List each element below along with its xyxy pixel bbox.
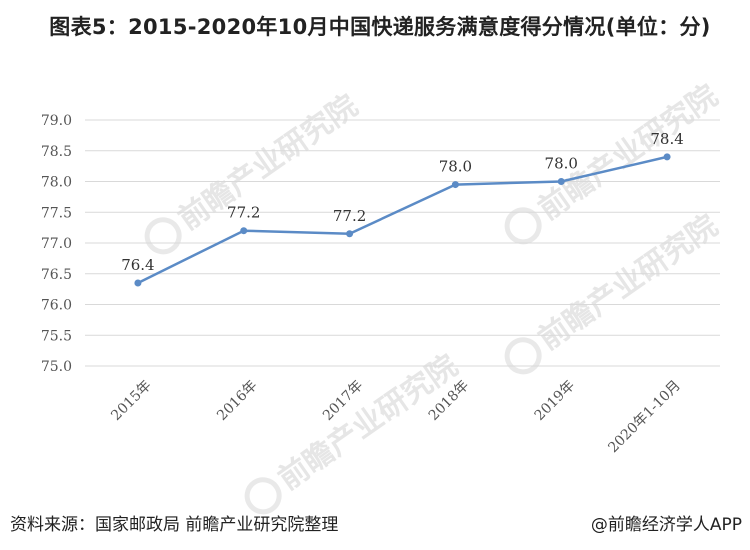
watermark-logo — [504, 337, 542, 375]
data-label: 78.0 — [439, 158, 472, 176]
data-label: 77.2 — [333, 207, 366, 225]
data-labels: 76.4 77.2 77.2 78.0 78.0 78.4 — [121, 130, 684, 274]
gridlines — [85, 119, 720, 367]
watermark-logo — [144, 217, 182, 255]
data-label: 76.4 — [121, 256, 154, 274]
data-point — [451, 181, 459, 189]
y-tick-label: 79.0 — [41, 113, 72, 129]
watermark-text: 前瞻产业研究院 — [532, 78, 724, 227]
watermark: 前瞻产业研究院 — [504, 208, 724, 375]
data-point — [663, 153, 671, 161]
y-tick-label: 77.0 — [41, 236, 72, 252]
data-point — [346, 230, 354, 238]
y-tick-label: 75.5 — [41, 328, 72, 344]
y-axis-ticks: 75.0 75.5 76.0 76.5 77.0 77.5 78.0 78.5 79.0 — [41, 113, 72, 375]
credit-note: @前瞻经济学人APP — [590, 515, 742, 535]
chart-title: 图表5：2015-2020年10月中国快递服务满意度得分情况(单位：分) — [49, 15, 711, 39]
watermark: 前瞻产业研究院 — [244, 348, 464, 515]
data-label: 78.4 — [650, 130, 683, 148]
y-tick-label: 76.0 — [41, 298, 72, 314]
series-line — [137, 155, 668, 285]
x-tick-label: 2015年 — [108, 378, 154, 424]
y-tick-label: 78.5 — [41, 144, 72, 160]
data-point — [240, 227, 248, 235]
x-tick-label: 2019年 — [532, 378, 578, 424]
series-line-path — [137, 155, 668, 285]
source-note: 资料来源：国家邮政局 前瞻产业研究院整理 — [10, 515, 339, 535]
data-label: 78.0 — [545, 155, 578, 173]
watermark-logo — [504, 207, 542, 245]
watermark-logo — [244, 477, 282, 515]
y-tick-label: 78.0 — [41, 175, 72, 191]
y-tick-label: 75.0 — [41, 359, 72, 375]
data-point — [557, 178, 565, 185]
series-points — [134, 153, 671, 287]
x-tick-label: 2020年1-10月 — [605, 378, 684, 457]
y-tick-label: 76.5 — [41, 267, 72, 283]
data-label: 77.2 — [227, 204, 260, 222]
x-tick-label: 2016年 — [214, 378, 260, 424]
y-tick-label: 77.5 — [41, 205, 72, 221]
data-point — [134, 279, 142, 287]
